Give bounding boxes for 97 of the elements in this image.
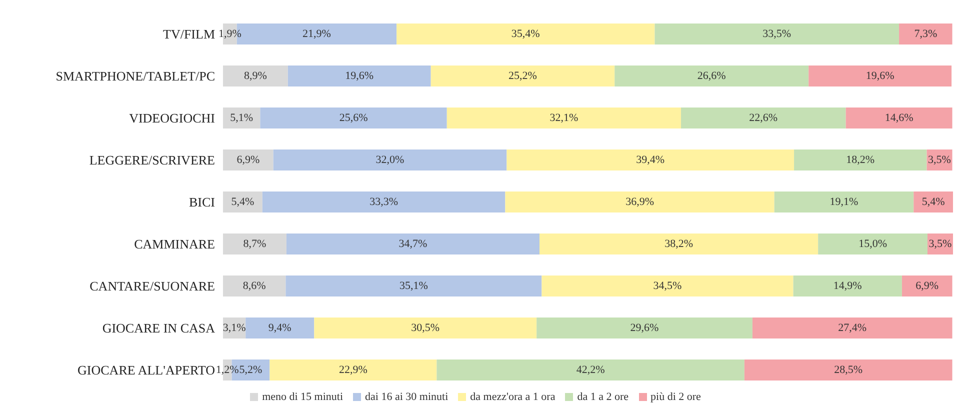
bar [818,234,928,254]
data-label: 5,4% [922,196,945,208]
data-label: 3,5% [928,154,951,166]
bar [774,192,914,212]
data-label: 38,2% [664,238,694,250]
bar [436,360,744,380]
data-label: 1,9% [218,28,242,40]
bar [542,276,794,296]
bar [260,108,447,128]
bar [540,234,818,254]
bar [680,108,846,128]
data-label: 3,1% [222,322,246,334]
bar [288,66,431,86]
legend-label: meno di 15 minuti [262,391,344,403]
bar [654,24,900,44]
bar [286,276,542,296]
y-tick-label: TV/FILM [163,26,216,42]
data-label: 15,0% [858,238,887,250]
data-label: 32,1% [550,112,578,124]
bar [808,66,952,86]
data-label: 27,4% [838,322,867,334]
legend-label: più di 2 ore [650,391,701,403]
y-tick-label: GIOCARE ALL'APERTO [78,362,215,378]
bar [246,318,314,338]
data-label: 14,6% [884,112,914,124]
data-label: 14,9% [833,280,862,292]
bar [223,234,286,254]
data-label: 21,9% [302,28,331,40]
bar [914,192,953,212]
y-tick-label: VIDEOGIOCHI [129,110,215,126]
y-tick-label: GIOCARE IN CASA [102,320,216,336]
data-label: 8,9% [244,70,267,82]
y-tick-label: CAMMINARE [134,236,216,252]
data-label: 26,6% [697,70,726,82]
bar [223,108,260,128]
data-label: 36,9% [626,196,654,208]
y-tick-label: LEGGERE/SCRIVERE [89,152,216,168]
bar [614,66,809,86]
data-label: 39,4% [636,154,665,166]
bar [446,108,681,128]
data-label: 5,4% [231,196,254,208]
data-label: 5,2% [239,364,262,376]
bar [899,24,952,44]
bar [794,150,927,170]
data-label: 22,6% [749,112,778,124]
data-label: 9,4% [268,322,292,334]
bar [223,276,286,296]
data-label: 34,7% [398,238,428,250]
bar [506,150,794,170]
data-label: 8,7% [243,238,266,250]
data-label: 35,1% [399,280,428,292]
bar [752,318,952,338]
data-label: 33,3% [370,196,398,208]
data-label: 35,4% [511,28,540,40]
bar [536,318,752,338]
y-tick-label: BICI [189,194,215,210]
data-label: 3,5% [928,238,952,250]
data-label: 25,2% [508,70,537,82]
data-label: 7,3% [914,28,938,40]
bar [314,318,537,338]
data-label: 42,2% [576,364,605,376]
data-label: 32,0% [376,154,404,166]
data-label: 8,6% [242,280,266,292]
bar [793,276,902,296]
legend-label: da 1 a 2 ore [577,391,629,403]
data-label: 19,1% [830,196,858,208]
bar [270,360,437,380]
bar [273,150,507,170]
legend-label: da mezz'ora a 1 ora [470,391,556,403]
bar [223,66,288,86]
bar [846,108,952,128]
bar [505,192,774,212]
bar [262,192,506,212]
bar [223,192,262,212]
data-label: 33,5% [762,28,792,40]
bar [396,24,655,44]
data-label: 1,2% [216,364,239,376]
legend-label: dai 16 ai 30 minuti [365,391,448,403]
data-label: 19,6% [866,70,894,82]
bar [286,234,540,254]
bar [223,150,274,170]
data-label: 18,2% [846,154,875,166]
data-label: 30,5% [411,322,440,334]
data-label: 22,9% [338,364,368,376]
data-label: 6,9% [236,154,260,166]
data-label: 29,6% [630,322,659,334]
bar [902,276,952,296]
y-tick-label: SMARTPHONE/TABLET/PC [56,68,215,84]
y-tick-label: CANTARE/SUONARE [90,278,216,294]
data-label: 28,5% [834,364,863,376]
data-label: 25,6% [339,112,368,124]
bar [430,66,615,86]
data-label: 19,6% [345,70,374,82]
data-label: 5,1% [230,112,254,124]
data-label: 6,9% [916,280,939,292]
data-label: 34,5% [653,280,682,292]
bar [744,360,952,380]
